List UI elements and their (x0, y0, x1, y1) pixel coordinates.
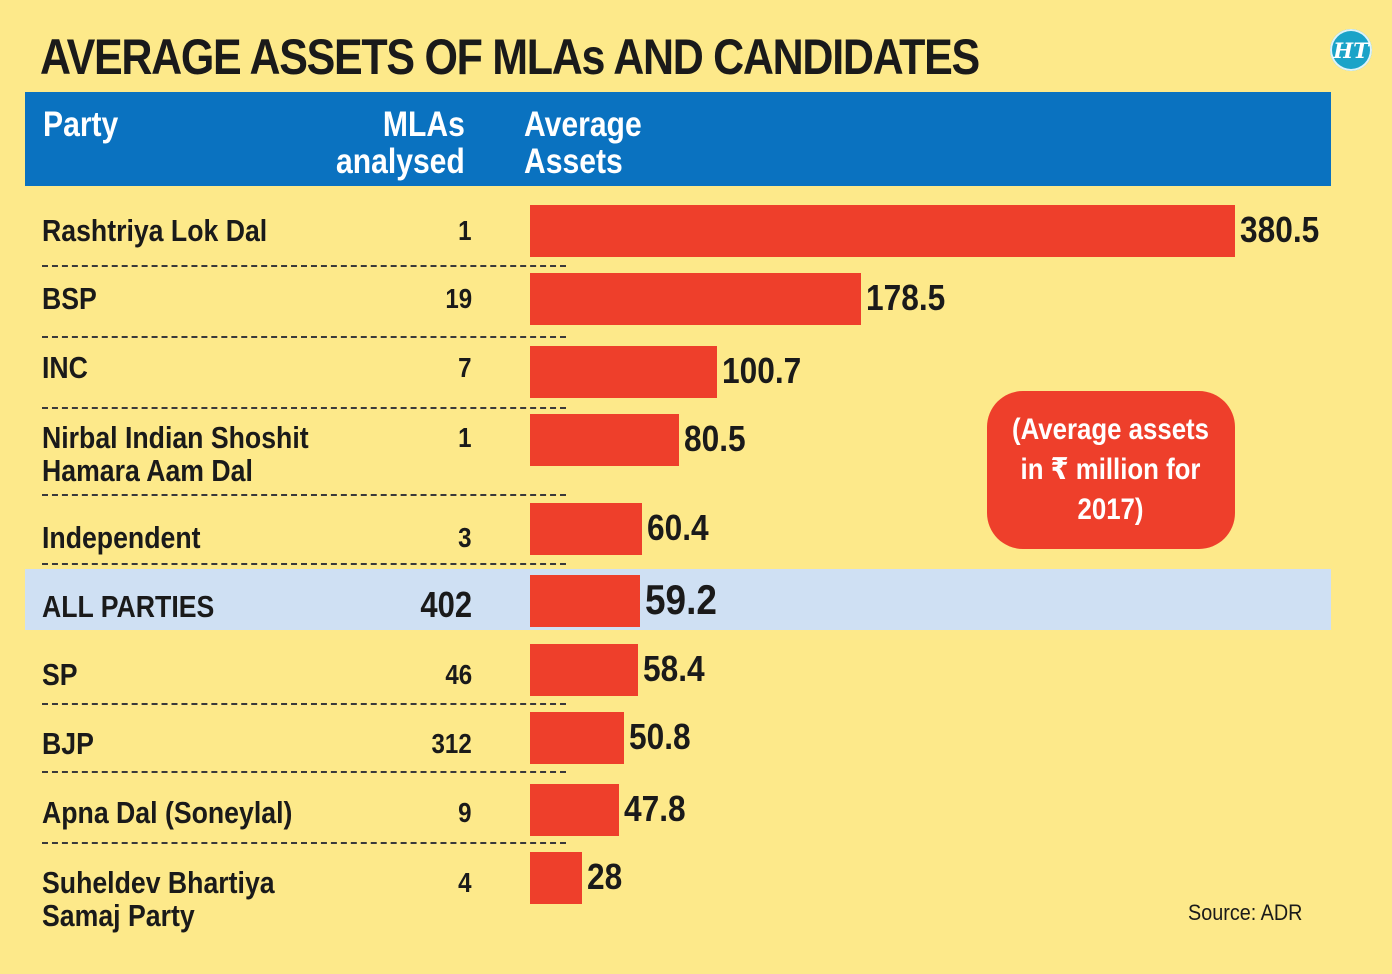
header-mlas-analysed: MLAs analysed (336, 105, 465, 181)
mlas-count: 7 (458, 352, 472, 383)
assets-bar (530, 852, 582, 904)
source-credit: Source: ADR (1188, 900, 1303, 925)
chart-title: AVERAGE ASSETS OF MLAs AND CANDIDATES (40, 29, 980, 85)
mlas-count: 402 (420, 584, 472, 625)
party-label: Independent (42, 520, 201, 555)
units-note-text: (Average assets in ₹ million for 2017) (1012, 413, 1210, 526)
all-parties-highlight (25, 569, 1331, 630)
row-divider (42, 842, 566, 844)
mlas-count: 19 (445, 283, 472, 314)
row-divider (42, 494, 566, 496)
assets-bar (530, 503, 642, 555)
mlas-count: 1 (458, 215, 472, 246)
assets-bar (530, 346, 717, 398)
assets-bar (530, 784, 619, 836)
mlas-count: 312 (431, 728, 472, 759)
mlas-count: 46 (445, 659, 472, 690)
ht-logo: HT (1330, 29, 1372, 71)
party-label: INC (42, 350, 88, 385)
units-note: (Average assets in ₹ million for 2017) (987, 391, 1235, 549)
table-header: Party MLAs analysed Average Assets (25, 92, 1331, 186)
party-label: SP (42, 657, 78, 692)
party-label: BJP (42, 726, 94, 761)
assets-bar (530, 712, 624, 764)
bar-value-label: 50.8 (629, 716, 691, 757)
row-divider (42, 265, 566, 267)
bar-value-label: 60.4 (647, 507, 709, 548)
party-label: Rashtriya Lok Dal (42, 213, 268, 248)
bar-value-label: 380.5 (1240, 209, 1320, 250)
bar-value-label: 47.8 (624, 788, 686, 829)
assets-bar (530, 273, 861, 325)
row-divider (42, 563, 566, 565)
mlas-count: 4 (458, 867, 472, 898)
mlas-count: 9 (458, 797, 472, 828)
assets-bar (530, 205, 1235, 257)
bar-value-label: 80.5 (684, 418, 746, 459)
party-label: Apna Dal (Soneylal) (42, 795, 293, 830)
party-label: BSP (42, 281, 97, 316)
row-divider (42, 336, 566, 338)
party-label: Suheldev Bhartiya Samaj Party (42, 865, 275, 933)
bar-value-label: 100.7 (722, 350, 802, 391)
party-label: ALL PARTIES (42, 589, 215, 624)
assets-bar (530, 414, 679, 466)
header-party: Party (43, 105, 119, 144)
mlas-count: 1 (458, 422, 472, 453)
assets-bar (530, 644, 638, 696)
bar-value-label: 58.4 (643, 648, 705, 689)
row-divider (42, 771, 566, 773)
bar-value-label: 59.2 (645, 576, 717, 623)
assets-bar (530, 575, 640, 627)
row-divider (42, 407, 566, 409)
mlas-count: 3 (458, 522, 472, 553)
bar-value-label: 28 (587, 856, 623, 897)
party-label: Nirbal Indian Shoshit Hamara Aam Dal (42, 420, 309, 488)
row-divider (42, 703, 566, 705)
header-average-assets: Average Assets (524, 105, 642, 181)
bar-value-label: 178.5 (866, 277, 946, 318)
